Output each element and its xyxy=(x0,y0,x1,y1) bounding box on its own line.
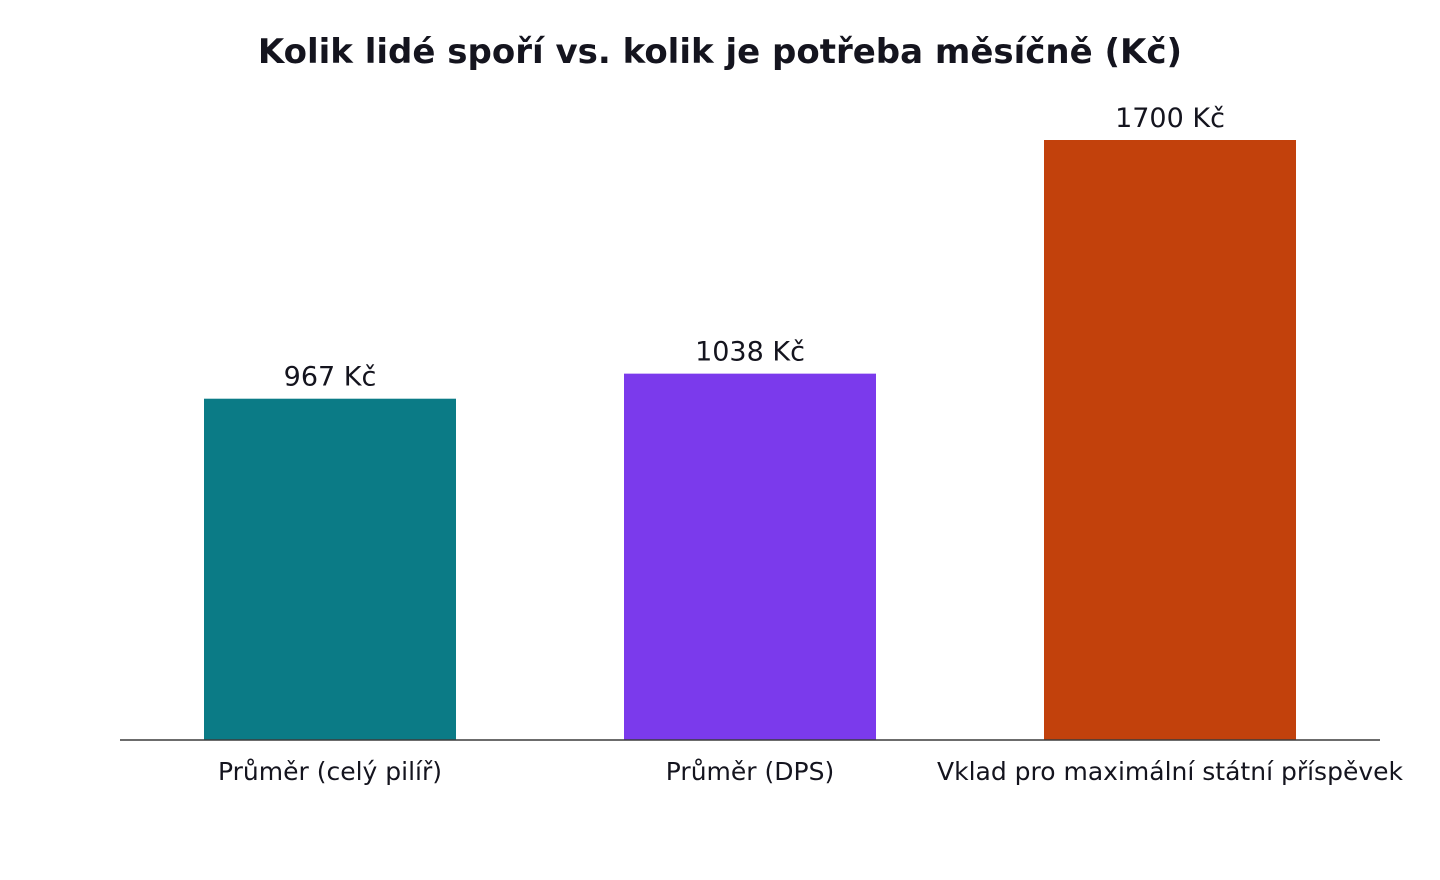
bar-value-label-2: 1700 Kč xyxy=(1115,103,1225,134)
bar-value-label-0: 967 Kč xyxy=(284,362,377,393)
x-tick-labels: Průměr (celý pilíř) Průměr (DPS) Vklad pro… xyxy=(218,757,1404,786)
bar-2 xyxy=(1044,140,1296,740)
x-tick-label-1: Průměr (DPS) xyxy=(666,757,834,786)
bars-group: 967 Kč 1038 Kč 1700 Kč xyxy=(204,103,1296,740)
x-tick-label-2: Vklad pro maximální státní příspěvek xyxy=(937,757,1404,786)
chart-title: Kolik lidé spoří vs. kolik je potřeba mě… xyxy=(258,32,1182,72)
x-tick-label-0: Průměr (celý pilíř) xyxy=(218,757,442,786)
bar-value-label-1: 1038 Kč xyxy=(695,337,805,368)
bar-1 xyxy=(624,373,876,740)
bar-0 xyxy=(204,398,456,740)
